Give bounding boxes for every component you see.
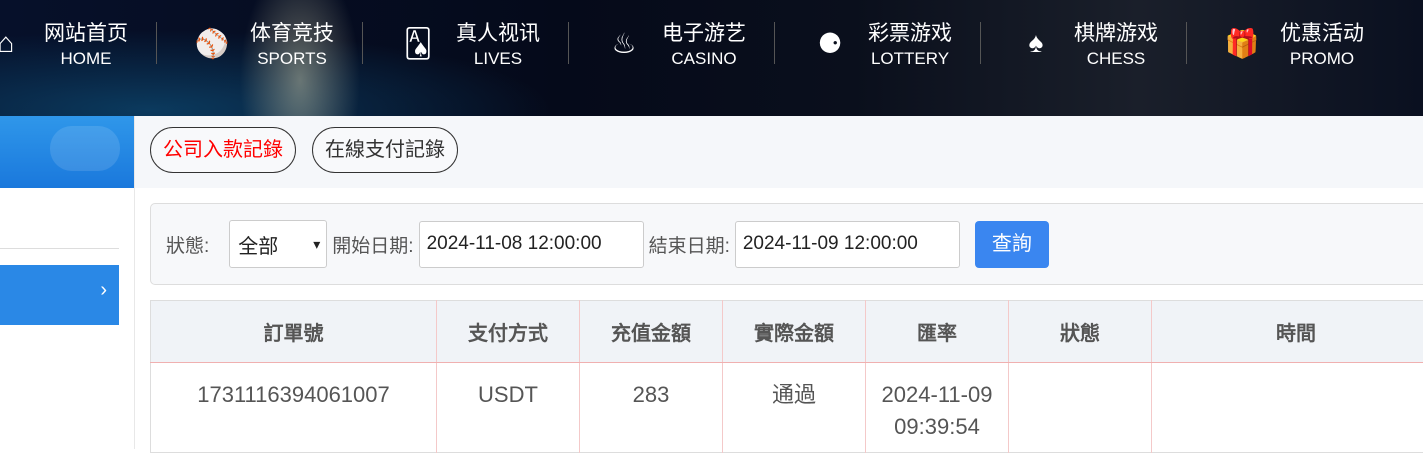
end-date-label: 結束日期: bbox=[649, 231, 730, 258]
records-table: 訂單號 支付方式 充值金額 實際金額 匯率 狀態 時間 173111639406… bbox=[150, 300, 1423, 453]
sidebar-divider bbox=[0, 248, 119, 249]
gift-icon: 🎁 bbox=[1222, 27, 1262, 60]
start-date-input[interactable]: 2024-11-08 12:00:00 bbox=[419, 221, 644, 268]
nav-label: 电子游艺 bbox=[644, 17, 764, 47]
lottery-balls-icon: ⚈ bbox=[810, 27, 850, 60]
nav-label: 网站首页 bbox=[26, 17, 146, 47]
nav-label: 彩票游戏 bbox=[850, 17, 970, 47]
sidebar-banner bbox=[0, 116, 134, 188]
cell-payment-method: USDT bbox=[437, 363, 580, 453]
nav-label: 优惠活动 bbox=[1262, 17, 1382, 47]
nav-sublabel: SPORTS bbox=[232, 49, 352, 69]
nav-sublabel: LIVES bbox=[438, 49, 558, 69]
status-select[interactable]: 全部 ▾ bbox=[229, 220, 327, 268]
ball-icon: ⚾ bbox=[192, 27, 232, 60]
spade-icon: ♠ bbox=[1016, 27, 1056, 59]
col-rate: 匯率 bbox=[866, 301, 1009, 363]
nav-sublabel: CASINO bbox=[644, 49, 764, 69]
status-value: 全部 bbox=[238, 230, 278, 259]
home-icon: ⌂ bbox=[0, 27, 26, 59]
cell-time: 2024-11-09 09:39:54 bbox=[866, 363, 1009, 453]
cell-status: 通過 bbox=[723, 363, 866, 453]
nav-label: 棋牌游戏 bbox=[1056, 17, 1176, 47]
nav-label: 真人视讯 bbox=[438, 17, 558, 47]
status-label: 狀態: bbox=[166, 231, 209, 258]
start-date-label: 開始日期: bbox=[332, 231, 413, 258]
chevron-right-icon: › bbox=[100, 279, 107, 301]
sidebar: › bbox=[0, 116, 135, 449]
nav-sublabel: LOTTERY bbox=[850, 49, 970, 69]
table-header-row: 訂單號 支付方式 充值金額 實際金額 匯率 狀態 時間 bbox=[151, 301, 1423, 363]
nav-label: 体育竞技 bbox=[232, 17, 352, 47]
tab-online-payment[interactable]: 在線支付記錄 bbox=[312, 127, 458, 173]
col-status: 狀態 bbox=[1009, 301, 1152, 363]
cell-empty bbox=[1009, 363, 1152, 453]
record-tabs: 公司入款記錄 在線支付記錄 bbox=[135, 116, 1423, 188]
col-actual-amount: 實際金額 bbox=[723, 301, 866, 363]
nav-sublabel: PROMO bbox=[1262, 49, 1382, 69]
table-row: 1731116394061007 USDT 283 通過 2024-11-09 … bbox=[151, 363, 1423, 453]
end-date-input[interactable]: 2024-11-09 12:00:00 bbox=[735, 221, 960, 268]
tab-company-deposit[interactable]: 公司入款記錄 bbox=[150, 127, 296, 173]
filter-bar: 狀態: 全部▾ 開始日期: 2024-11-08 12:00:00 結束日期: … bbox=[150, 203, 1423, 285]
col-time: 時間 bbox=[1152, 301, 1423, 363]
cell-empty bbox=[1152, 363, 1423, 453]
col-payment-method: 支付方式 bbox=[437, 301, 580, 363]
col-deposit-amount: 充值金額 bbox=[580, 301, 723, 363]
cards-icon: 🂡 bbox=[398, 27, 438, 60]
gamepad-icon bbox=[50, 126, 120, 171]
sidebar-item-active[interactable]: › bbox=[0, 265, 119, 325]
cell-order-no: 1731116394061007 bbox=[151, 363, 437, 453]
nav-sublabel: CHESS bbox=[1056, 49, 1176, 69]
query-button[interactable]: 查詢 bbox=[975, 221, 1049, 268]
col-order-no: 訂單號 bbox=[151, 301, 437, 363]
cell-amount: 283 bbox=[580, 363, 723, 453]
nav-sublabel: HOME bbox=[26, 49, 146, 69]
roulette-icon: ♨ bbox=[604, 27, 644, 60]
chevron-down-icon: ▾ bbox=[313, 236, 320, 253]
